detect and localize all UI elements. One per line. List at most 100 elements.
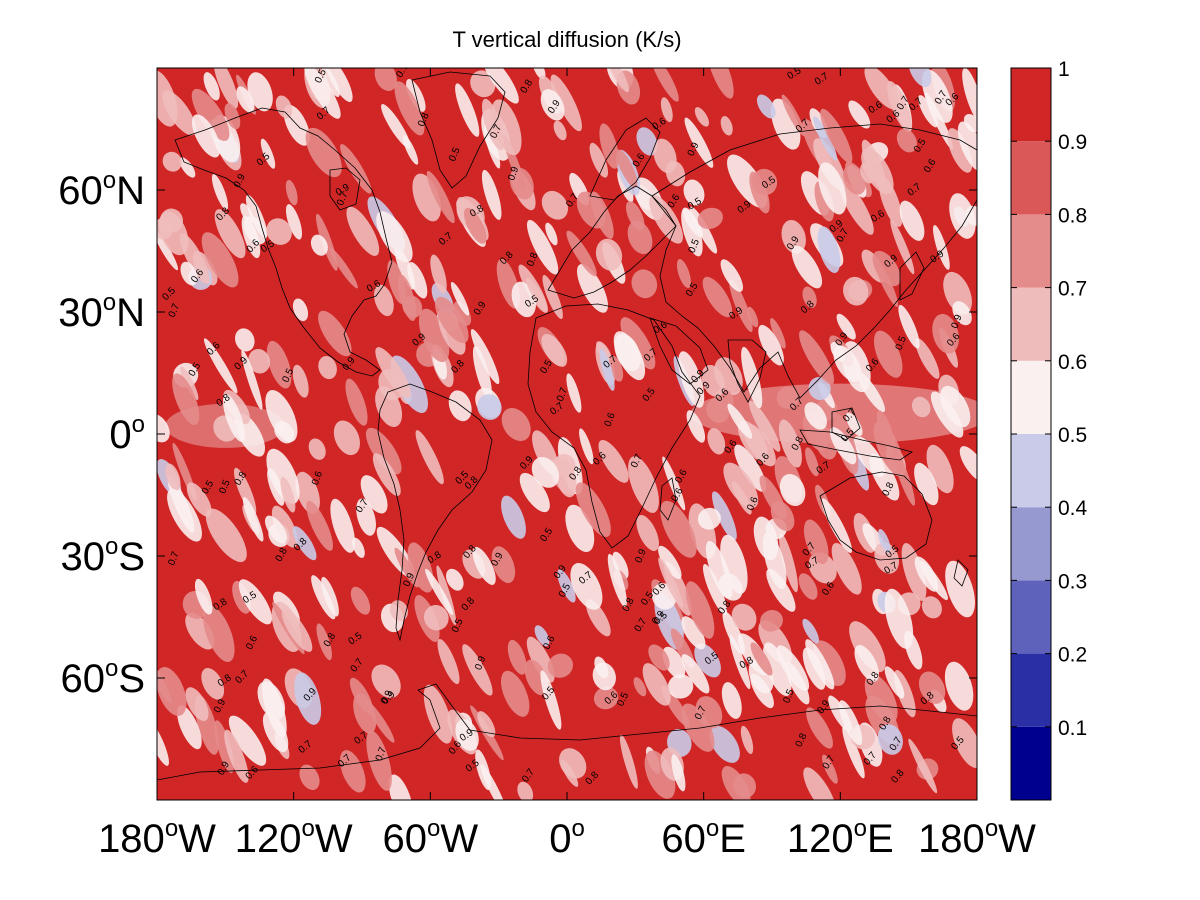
coastlines bbox=[157, 71, 977, 781]
field-patch bbox=[947, 128, 973, 173]
field-patch bbox=[842, 726, 865, 779]
field-patch bbox=[689, 206, 718, 254]
lon-tick-label: 60oE bbox=[661, 815, 746, 861]
field-patch bbox=[959, 446, 977, 483]
field-patch bbox=[658, 545, 682, 580]
lon-tick-label: 120oE bbox=[787, 815, 894, 861]
contour-label: 0.5 bbox=[894, 334, 909, 351]
coastline-indonesia bbox=[799, 429, 913, 461]
field-patch bbox=[598, 439, 629, 483]
field-patch bbox=[213, 68, 239, 109]
field-patch bbox=[890, 219, 915, 275]
field-patch bbox=[387, 260, 406, 304]
field-patch bbox=[570, 563, 603, 610]
field-patch bbox=[264, 515, 288, 544]
field-patch bbox=[619, 734, 638, 789]
field-patch bbox=[747, 306, 759, 328]
field-patch bbox=[315, 213, 338, 271]
field-patch bbox=[285, 179, 298, 206]
coastline-india bbox=[727, 339, 767, 403]
map-panel: 0.50.50.70.70.70.50.70.70.80.70.70.60.80… bbox=[156, 62, 978, 801]
contour-label: 0.9 bbox=[686, 140, 702, 158]
field-patch bbox=[281, 608, 313, 652]
field-patch bbox=[877, 724, 903, 755]
field-patch bbox=[854, 645, 879, 682]
field-patch bbox=[260, 138, 276, 169]
field-patch bbox=[684, 117, 714, 168]
field-patch bbox=[750, 642, 773, 676]
field-patch bbox=[365, 699, 395, 743]
field-patch bbox=[831, 542, 862, 595]
field-patch bbox=[242, 496, 264, 542]
field-patch bbox=[240, 203, 254, 224]
field-patch bbox=[233, 467, 257, 515]
field-patch bbox=[779, 473, 806, 507]
field-patch bbox=[203, 72, 220, 101]
field-patch bbox=[662, 456, 686, 511]
field-patch bbox=[914, 462, 939, 506]
field-patch bbox=[517, 781, 534, 800]
field-patch bbox=[628, 456, 659, 513]
field-patch bbox=[266, 340, 292, 389]
field-patch bbox=[779, 533, 798, 593]
field-patch bbox=[729, 278, 753, 333]
field-patch bbox=[280, 476, 296, 513]
coastline-madagascar bbox=[659, 477, 677, 521]
field-patch bbox=[526, 219, 559, 275]
contour-label: 0.7 bbox=[394, 62, 411, 80]
field-patch bbox=[802, 618, 819, 644]
field-patch bbox=[339, 750, 366, 793]
field-patch bbox=[845, 412, 863, 436]
field-patch bbox=[430, 254, 447, 294]
field-patch bbox=[333, 420, 360, 456]
lon-tick-label: 180oW bbox=[918, 815, 1036, 861]
colorbar-tick-label: 0.9 bbox=[1058, 131, 1087, 154]
field-patch bbox=[321, 68, 340, 98]
field-patch bbox=[222, 394, 245, 442]
field-patch bbox=[759, 475, 787, 520]
field-patch bbox=[633, 677, 647, 697]
lat-tick-label: 0o bbox=[109, 411, 145, 457]
field-patch bbox=[686, 410, 706, 443]
contour-label: 0.7 bbox=[335, 190, 351, 208]
colorbar-tick-label: 0.1 bbox=[1058, 717, 1087, 740]
field-patch bbox=[560, 759, 579, 787]
field-patch bbox=[224, 103, 241, 130]
field-patch bbox=[944, 661, 974, 711]
latitude-axis: 60oN 30oN 0o 30oS 60oS bbox=[58, 167, 977, 701]
field-patch bbox=[455, 83, 480, 137]
field-patch bbox=[481, 98, 505, 151]
field-patch bbox=[318, 310, 352, 357]
field-patch bbox=[706, 68, 734, 99]
field-patch bbox=[805, 447, 819, 477]
field-patch bbox=[756, 94, 776, 119]
field-patch bbox=[329, 247, 358, 289]
contour-label: 0.6 bbox=[745, 495, 761, 513]
field-patch bbox=[802, 647, 826, 690]
field-patch bbox=[553, 120, 567, 141]
field-patch bbox=[616, 149, 638, 188]
field-patch bbox=[356, 498, 376, 536]
contour-label: 0.5 bbox=[217, 478, 233, 495]
field-patch bbox=[653, 138, 677, 174]
field-patch bbox=[566, 230, 597, 277]
contour-label: 0.5 bbox=[687, 237, 703, 254]
field-patch bbox=[593, 686, 619, 710]
field-patch bbox=[557, 569, 576, 603]
field-patch bbox=[595, 238, 623, 271]
field-patch bbox=[450, 281, 470, 316]
field-patch bbox=[896, 128, 917, 153]
colorbar-band bbox=[1011, 580, 1051, 654]
field-patch bbox=[248, 348, 271, 374]
field-patch bbox=[179, 157, 196, 178]
coastline-japan bbox=[899, 251, 925, 301]
field-patch bbox=[394, 81, 425, 136]
field-patch bbox=[702, 276, 733, 318]
field-patch bbox=[701, 364, 725, 397]
contour-label: 0.7 bbox=[629, 452, 645, 470]
field-patch bbox=[554, 458, 577, 498]
field-patch bbox=[304, 68, 341, 119]
field-patch bbox=[224, 729, 249, 783]
field-patch bbox=[299, 764, 320, 791]
coastline-europe bbox=[547, 185, 677, 299]
